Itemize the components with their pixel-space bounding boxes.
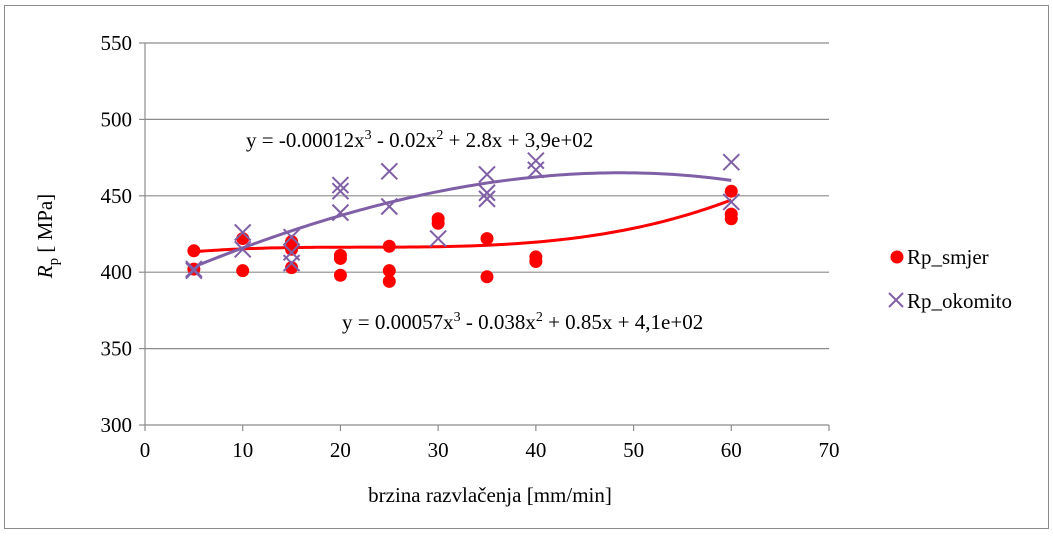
point-rp-okomito bbox=[429, 229, 447, 248]
point-rp-smjer bbox=[285, 261, 299, 275]
y-tick-label: 350 bbox=[101, 337, 133, 361]
x-tick-label: 10 bbox=[232, 438, 253, 462]
point-rp-smjer bbox=[285, 242, 299, 256]
y-tick-label: 450 bbox=[101, 184, 133, 208]
point-rp-smjer bbox=[431, 216, 445, 230]
point-rp-smjer bbox=[236, 232, 250, 246]
x-tick-label: 50 bbox=[623, 438, 644, 462]
point-rp-smjer bbox=[187, 244, 201, 258]
x-tick-label: 40 bbox=[525, 438, 546, 462]
point-rp-okomito bbox=[185, 261, 203, 280]
point-rp-okomito bbox=[234, 223, 252, 242]
point-rp-okomito bbox=[527, 151, 545, 170]
point-rp-smjer bbox=[724, 212, 738, 226]
point-rp-smjer bbox=[724, 184, 738, 198]
point-rp-okomito bbox=[722, 153, 740, 171]
point-rp-smjer bbox=[382, 239, 396, 253]
point-rp-okomito bbox=[478, 190, 496, 208]
x-tick-label: 20 bbox=[330, 438, 351, 462]
point-rp-okomito bbox=[185, 260, 203, 278]
point-rp-smjer bbox=[382, 274, 396, 288]
point-rp-okomito bbox=[234, 240, 252, 258]
point-rp-smjer bbox=[529, 255, 543, 269]
x-tick-label: 70 bbox=[819, 438, 840, 462]
legend: Rp_smjer Rp_okomito bbox=[888, 245, 1012, 313]
point-rp-okomito bbox=[380, 162, 398, 181]
trendlines bbox=[193, 171, 732, 269]
chart-frame bbox=[4, 5, 1049, 529]
point-rp-okomito bbox=[331, 182, 350, 200]
equation-rp-okomito: y = -0.00012x3 - 0.02x2 + 2.8x + 3,9e+02 bbox=[246, 128, 593, 152]
point-rp-okomito bbox=[478, 165, 496, 184]
x-tick-label: 60 bbox=[721, 438, 742, 462]
legend-label-rp-smjer: Rp_smjer bbox=[907, 245, 989, 269]
x-axis-title: brzina razvlačenja [mm/min] bbox=[368, 483, 612, 507]
data-points bbox=[185, 151, 740, 288]
trendline-rp-okomito bbox=[193, 171, 732, 269]
point-rp-okomito bbox=[527, 161, 545, 179]
point-rp-okomito bbox=[478, 184, 496, 202]
legend-marker-rp-smjer bbox=[890, 250, 904, 264]
legend-marker-rp-okomito bbox=[888, 292, 904, 308]
point-rp-okomito bbox=[282, 228, 301, 246]
point-rp-smjer bbox=[382, 264, 396, 278]
tick-labels: 0 10 20 30 40 50 60 70 300 350 400 450 500 550 bbox=[101, 31, 840, 462]
point-rp-smjer bbox=[480, 270, 494, 284]
y-tick-label: 400 bbox=[101, 260, 133, 284]
point-rp-okomito bbox=[722, 193, 740, 211]
point-rp-smjer bbox=[480, 232, 494, 246]
axes bbox=[139, 42, 830, 431]
point-rp-okomito bbox=[331, 176, 350, 194]
point-rp-smjer bbox=[333, 268, 347, 282]
point-rp-okomito bbox=[282, 254, 301, 272]
y-tick-label: 550 bbox=[101, 31, 133, 55]
y-tick-label: 500 bbox=[101, 107, 133, 131]
point-rp-okomito bbox=[331, 203, 350, 222]
x-tick-label: 30 bbox=[428, 438, 449, 462]
point-rp-okomito bbox=[380, 197, 398, 216]
legend-label-rp-okomito: Rp_okomito bbox=[907, 289, 1012, 313]
x-tick-label: 0 bbox=[140, 438, 151, 462]
point-rp-smjer bbox=[333, 251, 347, 265]
y-axis-title: Rp [ MPa] bbox=[33, 194, 62, 280]
y-tick-label: 300 bbox=[101, 413, 133, 437]
trendline-rp-smjer bbox=[193, 198, 732, 254]
equation-rp-smjer: y = 0.00057x3 - 0.038x2 + 0.85x + 4,1e+0… bbox=[342, 310, 703, 334]
point-rp-smjer bbox=[236, 264, 250, 278]
